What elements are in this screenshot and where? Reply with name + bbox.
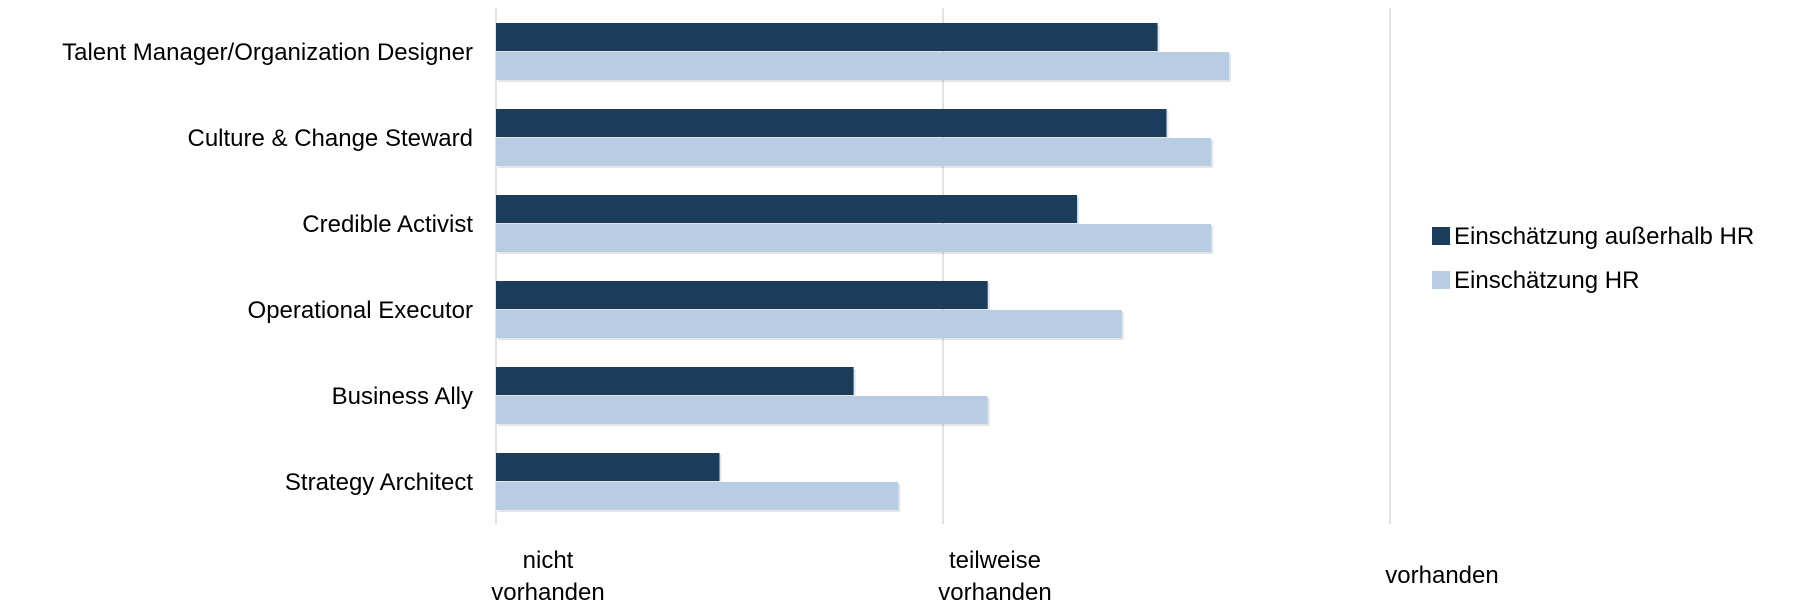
category-label: Talent Manager/Organization Designer: [62, 39, 473, 66]
bar-ausserhalb-hr: [496, 367, 854, 395]
gridlines: [495, 8, 1391, 524]
x-tick-label-line: nicht: [523, 547, 574, 574]
bar-ausserhalb-hr: [496, 195, 1078, 223]
category-label: Culture & Change Steward: [188, 125, 474, 152]
x-tick-label-line: vorhanden: [938, 579, 1051, 602]
legend-label: Einschätzung außerhalb HR: [1454, 223, 1754, 250]
category-label: Operational Executor: [248, 297, 473, 324]
category-label: Credible Activist: [302, 211, 473, 238]
bar-hr: [496, 224, 1212, 252]
x-tick-label: teilweise vorhanden: [938, 547, 1051, 602]
x-tick-labels: nicht vorhanden teilweise vorhanden vorhande…: [491, 547, 1498, 602]
legend-label: Einschätzung HR: [1454, 267, 1639, 294]
x-tick-label-line: vorhanden: [1385, 562, 1498, 589]
bars: [496, 23, 1232, 512]
legend-swatch: [1432, 271, 1450, 289]
x-tick-label-line: vorhanden: [491, 579, 604, 602]
bar-hr: [496, 138, 1212, 166]
category-label: Business Ally: [332, 383, 473, 410]
legend-swatch: [1432, 227, 1450, 245]
x-tick-label: vorhanden: [1385, 562, 1498, 589]
bar-ausserhalb-hr: [496, 281, 988, 309]
bar-ausserhalb-hr: [496, 23, 1158, 51]
category-label: Strategy Architect: [285, 469, 473, 496]
category-labels: Talent Manager/Organization Designer Cult…: [62, 39, 473, 496]
x-tick-label: nicht vorhanden: [491, 547, 604, 602]
bar-hr: [496, 396, 988, 424]
bar-ausserhalb-hr: [496, 453, 720, 481]
bar-hr: [496, 482, 899, 510]
x-tick-label-line: teilweise: [949, 547, 1041, 574]
bar-ausserhalb-hr: [496, 109, 1167, 137]
bar-hr: [496, 310, 1122, 338]
legend: Einschätzung außerhalb HR Einschätzung HR: [1432, 223, 1754, 294]
bar-hr: [496, 52, 1230, 80]
